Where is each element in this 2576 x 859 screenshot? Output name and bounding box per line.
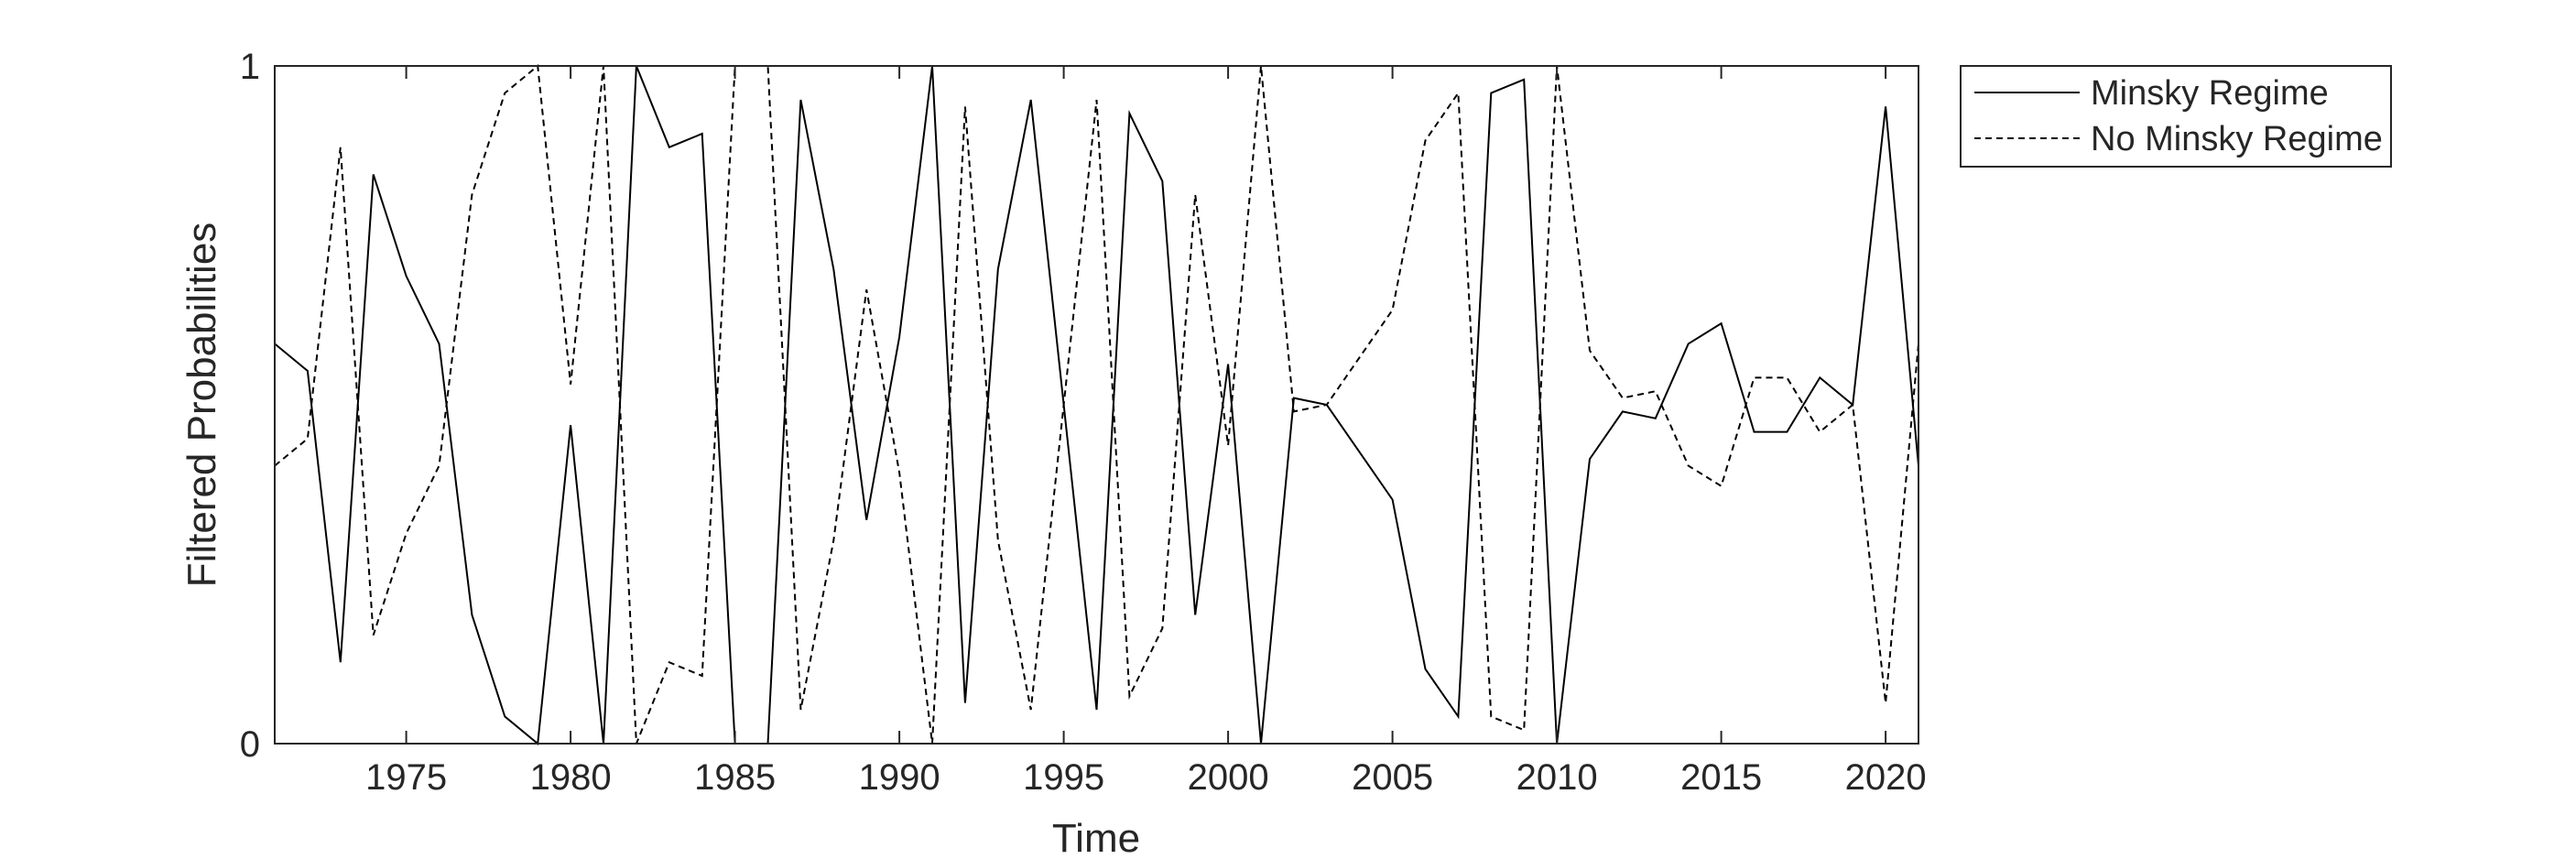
- y-tick-label-1: 1: [240, 47, 260, 87]
- legend-box: [1960, 65, 2392, 168]
- series-line-no-minsky-regime: [274, 64, 1919, 745]
- legend: Minsky Regime No Minsky Regime: [1960, 65, 2392, 168]
- y-tick-label-0: 0: [240, 724, 260, 765]
- x-tick-label-1990: 1990: [859, 757, 940, 798]
- x-tick-label-2015: 2015: [1680, 757, 1762, 798]
- x-tick-label-1975: 1975: [365, 757, 447, 798]
- x-tick-label-2005: 2005: [1352, 757, 1433, 798]
- x-tick-label-1995: 1995: [1023, 757, 1104, 798]
- legend-label-no-minsky-regime: No Minsky Regime: [2091, 120, 2383, 158]
- y-axis-title: Filtered Probabilities: [179, 223, 224, 588]
- x-tick-label-2010: 2010: [1516, 757, 1598, 798]
- series-line-minsky-regime: [274, 65, 1919, 745]
- plot-frame: [274, 65, 1919, 745]
- x-tick-label-2000: 2000: [1188, 757, 1269, 798]
- series-layer: [274, 64, 1919, 745]
- ticks-layer: 1975 1980 1985 1990 1995 2000 2005 2010 2015 2020…: [240, 47, 1927, 798]
- plot-area: [275, 66, 1918, 744]
- x-axis-title: Time: [1052, 816, 1140, 859]
- x-tick-label-1980: 1980: [530, 757, 612, 798]
- legend-label-minsky-regime: Minsky Regime: [2091, 74, 2329, 113]
- x-tick-label-2020: 2020: [1845, 757, 1927, 798]
- x-tick-label-1985: 1985: [694, 757, 776, 798]
